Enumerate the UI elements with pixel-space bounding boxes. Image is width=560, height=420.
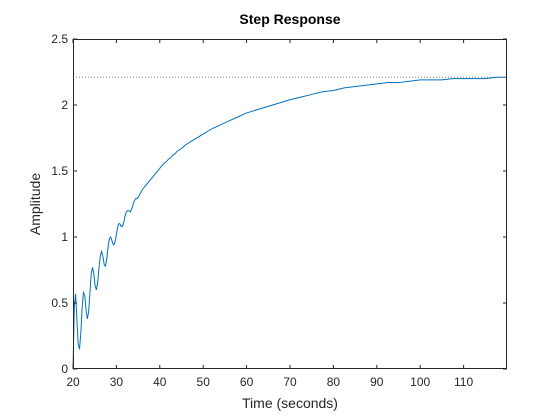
chart-title: Step Response — [239, 11, 340, 27]
y-tick-label: 2.5 — [51, 32, 68, 46]
x-axis-label: Time (seconds) — [242, 395, 338, 411]
x-tick-label: 80 — [327, 375, 341, 389]
y-tick-label: 0.5 — [51, 296, 68, 310]
x-tick-label: 20 — [66, 375, 80, 389]
x-axis-ticks: 20 30 40 50 60 70 80 90 100 110 — [66, 39, 473, 389]
series-line — [72, 76, 507, 370]
x-tick-label: 40 — [153, 375, 167, 389]
y-axis-label: Amplitude — [27, 173, 43, 235]
x-tick-label: 50 — [197, 375, 211, 389]
x-tick-label: 70 — [283, 375, 297, 389]
y-axis-ticks: 0 0.5 1 1.5 2 2.5 — [51, 32, 507, 376]
x-tick-label: 110 — [454, 375, 473, 389]
x-tick-label: 100 — [410, 375, 430, 389]
y-tick-label: 2 — [61, 98, 68, 112]
plot-area — [73, 39, 507, 369]
x-tick-label: 60 — [240, 375, 254, 389]
y-tick-label: 1 — [61, 230, 68, 244]
x-tick-label: 90 — [370, 375, 384, 389]
y-tick-label: 0 — [61, 362, 68, 376]
axes-box — [73, 39, 507, 369]
y-tick-label: 1.5 — [51, 164, 68, 178]
x-tick-label: 30 — [110, 375, 124, 389]
